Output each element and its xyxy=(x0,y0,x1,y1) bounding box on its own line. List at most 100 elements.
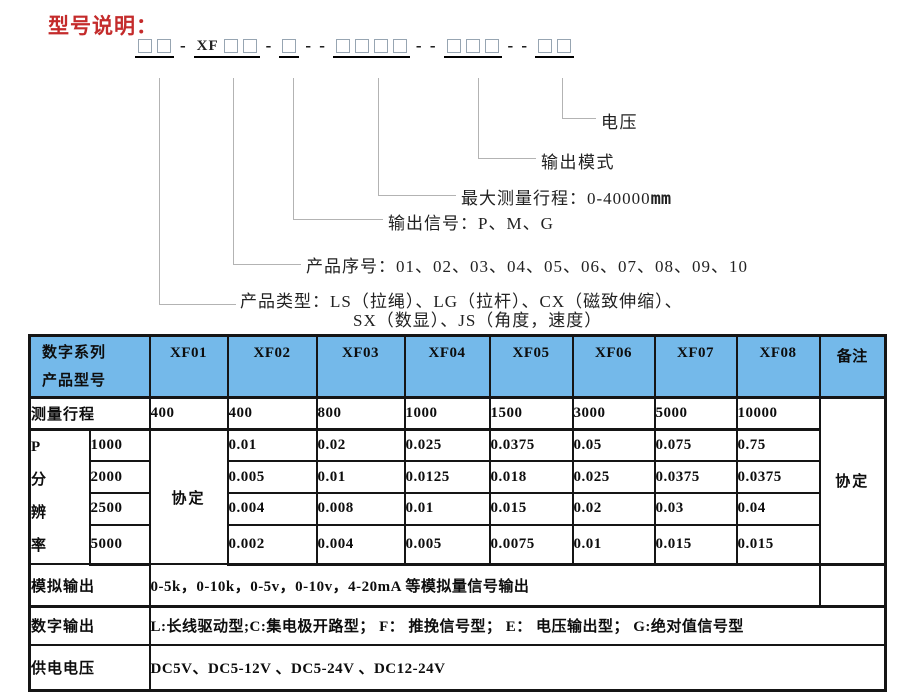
res-cell: 0.02 xyxy=(571,492,656,526)
header-xf01: XF01 xyxy=(148,334,229,399)
range-xf05: 1500 xyxy=(488,396,574,431)
spec-table: 数字系列 产品型号 XF01 XF02 XF03 XF04 XF05 XF06 … xyxy=(28,334,888,692)
res-cell: 0.018 xyxy=(488,459,574,495)
callout-output-signal: 输出信号：P、M、G xyxy=(388,214,554,233)
digital-output-label: 数字输出 xyxy=(28,605,151,646)
res-cell: 0.004 xyxy=(315,523,406,566)
res-cell: 0.008 xyxy=(315,492,406,526)
analog-note-empty-cell xyxy=(818,563,887,608)
model-format-group-type xyxy=(135,39,174,58)
res-cell: 0.025 xyxy=(571,459,656,495)
res-cell: 0.0125 xyxy=(403,459,491,495)
callout-output-mode: 输出模式 xyxy=(541,153,615,172)
power-supply-label: 供电电压 xyxy=(28,644,151,691)
resolution-sublabel: 5000 xyxy=(88,523,151,566)
res-cell: 0.015 xyxy=(488,492,574,526)
res-cell: 0.75 xyxy=(735,428,821,462)
range-xf03: 800 xyxy=(315,396,406,431)
page-title: 型号说明： xyxy=(48,15,158,38)
header-xf02: XF02 xyxy=(226,334,318,399)
model-format-separator: - xyxy=(265,36,274,55)
resolution-sublabel: 1000 xyxy=(88,428,151,462)
model-format-separator: - xyxy=(180,36,188,55)
model-format-separator: - - xyxy=(415,36,438,55)
analog-output-row: 模拟输出 0-5k，0-10k，0-5v，0-10v，4-20mA 等模拟量信号… xyxy=(28,563,887,608)
range-xf04: 1000 xyxy=(403,396,491,431)
res-cell: 0.05 xyxy=(571,428,656,462)
model-format-box xyxy=(354,39,369,53)
model-format-group-range xyxy=(332,39,410,58)
res-cell: 0.015 xyxy=(735,523,821,566)
digital-output-value: L:长线驱动型;C:集电极开路型； F： 推挽信号型； E： 电压输出型； G:… xyxy=(148,605,887,646)
leader-line-voltage xyxy=(562,78,596,119)
power-supply-row: 供电电压 DC5V、DC5-12V 、DC5-24V 、DC12-24V xyxy=(28,644,887,691)
header-xf07: XF07 xyxy=(653,334,738,399)
header-xf03: XF03 xyxy=(315,334,406,399)
resolution-row-2000: 2000 0.005 0.01 0.0125 0.018 0.025 0.037… xyxy=(30,459,886,495)
res-cell: 0.0375 xyxy=(735,459,821,495)
model-format-box xyxy=(373,39,388,53)
model-format-box xyxy=(242,39,257,53)
leader-line-output-mode xyxy=(478,78,536,159)
res-cell: 0.0375 xyxy=(488,428,574,462)
res-cell: 0.0075 xyxy=(488,523,574,566)
callout-max-range-text: 最大测量行程：0-40000 xyxy=(461,189,651,208)
res-cell: 0.025 xyxy=(403,428,491,462)
resolution-row-1000: P 分 辨 率 1000 协定 0.01 0.02 0.025 0.0375 0… xyxy=(28,428,886,565)
callout-product-serial: 产品序号：01、02、03、04、05、06、07、08、09、10 xyxy=(306,257,748,276)
leader-line-max-range xyxy=(378,78,456,196)
header-xf04: XF04 xyxy=(403,334,491,399)
leader-line-signal xyxy=(293,78,383,220)
model-format-box xyxy=(446,39,461,53)
callout-max-range-unit: mm xyxy=(650,189,672,209)
res-cell: 0.02 xyxy=(315,428,406,462)
callout-product-type-line1: 产品类型：LS（拉绳）、LG（拉杆）、CX（磁致伸缩）、 xyxy=(240,292,683,311)
callout-product-type: 产品类型：LS（拉绳）、LG（拉杆）、CX（磁致伸缩）、 SX（数显）、JS（角… xyxy=(240,292,683,330)
model-format-box xyxy=(335,39,350,53)
model-format-box xyxy=(484,39,499,53)
model-format-line: - XF - - - - - - - xyxy=(135,36,575,58)
callout-voltage: 电压 xyxy=(601,113,638,132)
range-xf01: 400 xyxy=(148,396,229,431)
header-xf06: XF06 xyxy=(571,334,656,399)
measure-range-row: 测量行程 400 400 800 1000 1500 3000 5000 100… xyxy=(28,396,887,566)
range-xf02: 400 xyxy=(226,396,318,431)
callout-max-range: 最大测量行程：0-40000mm xyxy=(461,184,671,209)
range-xf08: 10000 xyxy=(735,396,821,431)
resolution-axis-label: P 分 辨 率 xyxy=(28,428,91,565)
model-format-separator: - - xyxy=(305,36,327,55)
analog-output-label: 模拟输出 xyxy=(28,563,151,608)
range-xf06: 3000 xyxy=(571,396,656,431)
callout-product-type-line2: SX（数显）、JS（角度，速度） xyxy=(353,311,603,330)
res-cell: 0.005 xyxy=(226,459,318,495)
res-cell: 0.004 xyxy=(226,492,318,526)
resolution-sublabel: 2500 xyxy=(88,492,151,526)
header-xf05: XF05 xyxy=(488,334,574,399)
res-cell: 0.01 xyxy=(315,459,406,495)
leader-line-serial xyxy=(233,78,301,265)
res-cell: 0.015 xyxy=(653,523,738,566)
model-format-box xyxy=(157,39,171,53)
power-supply-value: DC5V、DC5-12V 、DC5-24V 、DC12-24V xyxy=(148,644,887,691)
header-xf08: XF08 xyxy=(735,334,821,399)
header-product-model: 数字系列 产品型号 xyxy=(28,334,151,399)
model-format-box xyxy=(557,39,572,53)
res-cell: 0.0375 xyxy=(653,459,738,495)
leader-line-product-type xyxy=(159,78,236,305)
res-cell: 0.01 xyxy=(226,428,318,462)
model-format-box xyxy=(223,39,238,53)
model-format-separator: - - xyxy=(507,36,530,55)
res-cell: 0.002 xyxy=(226,523,318,566)
resolution-row-2500: 2500 0.004 0.008 0.01 0.015 0.02 0.03 0.… xyxy=(30,492,886,526)
note-merged-cell: 协定 xyxy=(818,396,887,566)
model-format-group-voltage xyxy=(535,39,575,58)
model-format-box xyxy=(465,39,480,53)
res-cell: 0.005 xyxy=(403,523,491,566)
resolution-row-5000: 5000 0.002 0.004 0.005 0.0075 0.01 0.015… xyxy=(30,523,886,566)
model-format-box xyxy=(282,39,297,53)
res-cell: 0.01 xyxy=(403,492,491,526)
res-cell: 0.04 xyxy=(735,492,821,526)
range-xf07: 5000 xyxy=(653,396,738,431)
header-note: 备注 xyxy=(818,334,887,399)
